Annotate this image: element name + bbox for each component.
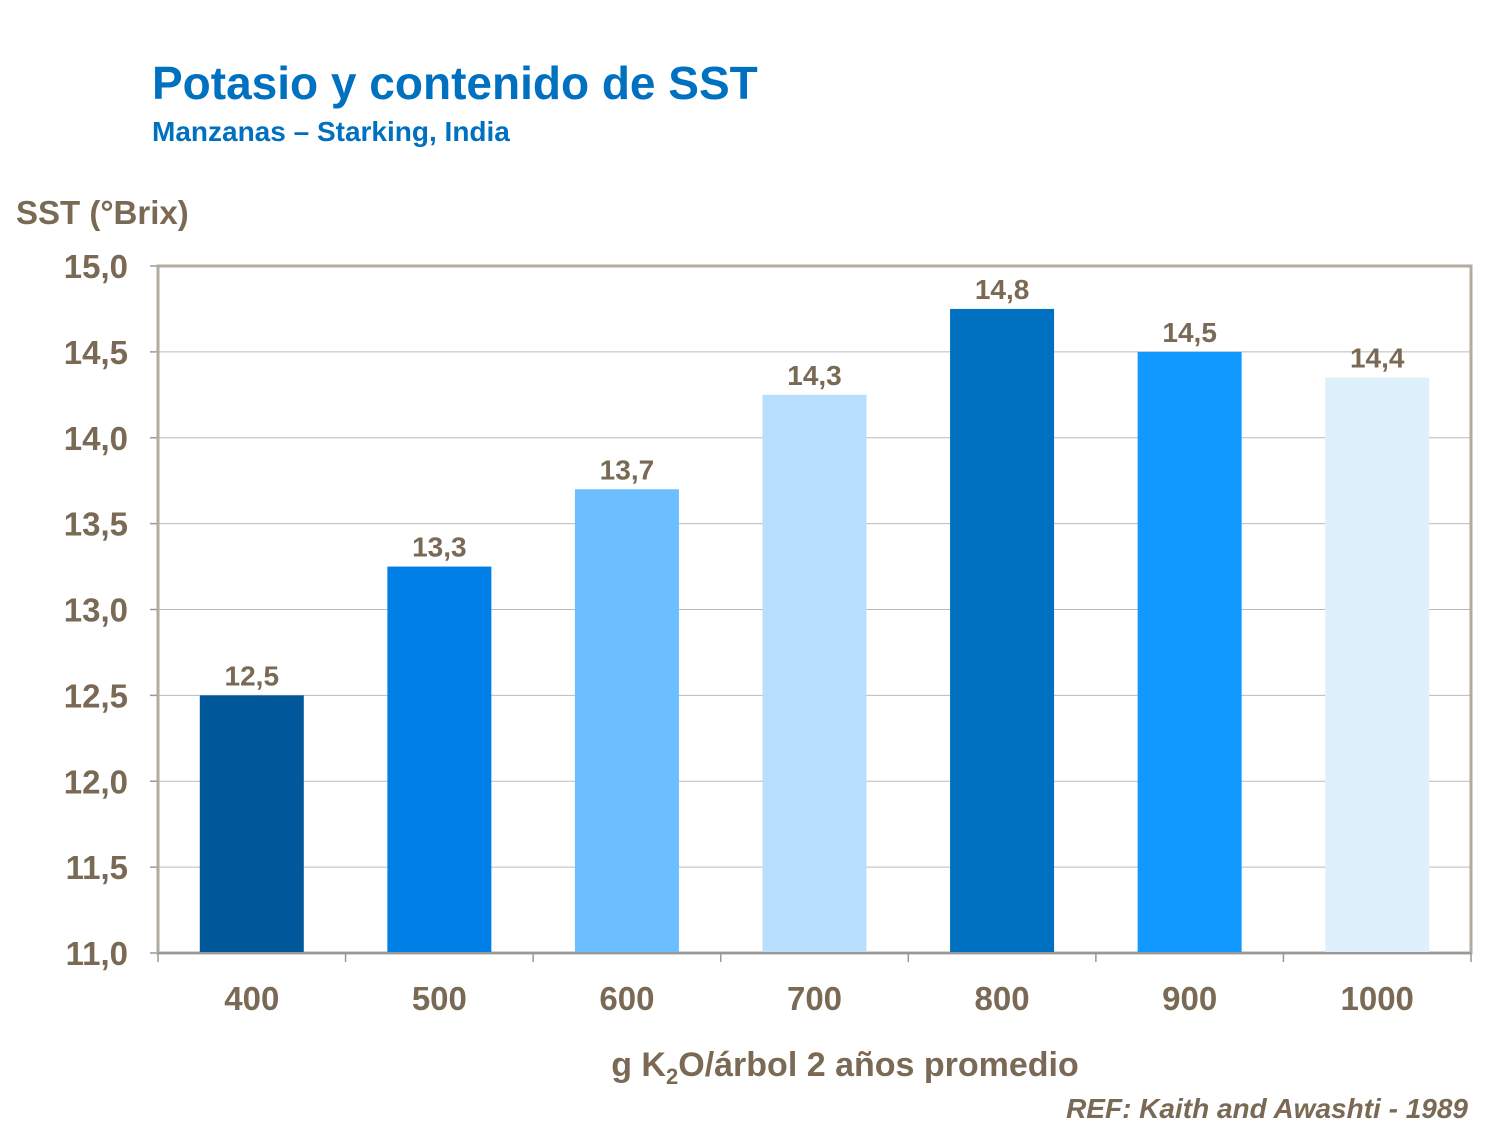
- x-axis-label-part: g K: [611, 1046, 666, 1084]
- bar: [950, 308, 1055, 953]
- chart-title: Potasio y contenido de SST: [152, 57, 758, 109]
- x-axis-label: g K2O/árbol 2 años promedio: [0, 1046, 1500, 1090]
- x-tick-label: 600: [599, 980, 654, 1017]
- x-tick-label: 700: [787, 980, 842, 1017]
- data-label: 13,7: [600, 454, 655, 485]
- data-label: 13,3: [412, 532, 467, 563]
- data-label: 12,5: [225, 660, 280, 691]
- x-axis-label-part: O/árbol 2 años promedio: [678, 1046, 1079, 1084]
- bar: [762, 394, 867, 953]
- y-axis-label: SST (°Brix): [16, 194, 189, 231]
- bar: [574, 489, 679, 953]
- data-label: 14,8: [975, 274, 1030, 305]
- y-tick-label: 14,5: [64, 334, 128, 371]
- y-tick-label: 13,0: [64, 592, 128, 629]
- x-tick-label: 800: [975, 980, 1030, 1017]
- x-tick-label: 400: [224, 980, 279, 1017]
- y-tick-label: 11,0: [66, 935, 128, 972]
- data-label: 14,4: [1350, 343, 1405, 374]
- y-tick-label: 14,0: [64, 420, 128, 457]
- x-tick-label: 1000: [1341, 980, 1414, 1017]
- chart-subtitle: Manzanas – Starking, India: [152, 116, 510, 147]
- y-tick-label: 12,0: [64, 763, 128, 800]
- bar: [1325, 377, 1430, 953]
- data-label: 14,5: [1162, 317, 1217, 348]
- bar: [1137, 351, 1242, 953]
- reference-note: REF: Kaith and Awashti - 1989: [1066, 1093, 1468, 1124]
- bar: [199, 695, 304, 953]
- y-tick-label: 11,5: [66, 849, 128, 886]
- y-tick-label: 15,0: [64, 248, 128, 285]
- y-tick-label: 13,5: [64, 506, 128, 543]
- y-tick-label: 12,5: [64, 677, 128, 714]
- data-label: 14,3: [787, 360, 842, 391]
- bar: [387, 566, 492, 953]
- x-tick-label: 900: [1162, 980, 1217, 1017]
- x-tick-label: 500: [412, 980, 467, 1017]
- x-axis-label-subscript: 2: [666, 1063, 679, 1089]
